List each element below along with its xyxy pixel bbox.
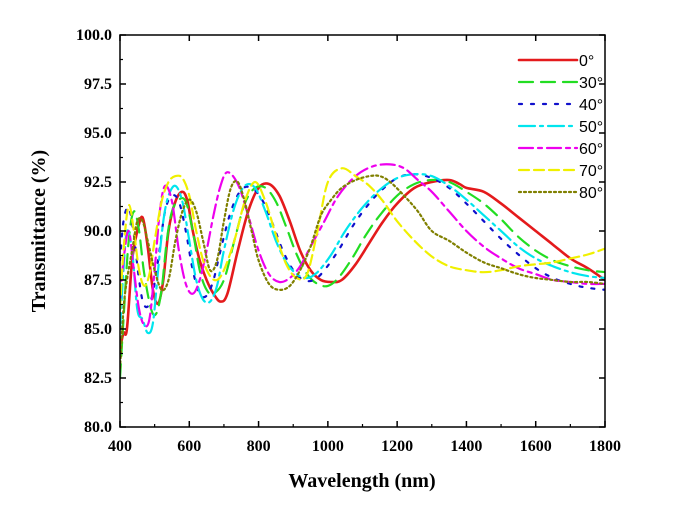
y-tick-label: 82.5	[84, 370, 112, 387]
x-tick-label: 1600	[520, 438, 552, 455]
series-line	[120, 174, 605, 370]
legend-label: 30°	[579, 75, 603, 92]
y-tick-label: 100.0	[76, 27, 112, 44]
series-line	[120, 167, 605, 311]
y-tick-label: 95.0	[84, 125, 112, 142]
legend-label: 80°	[579, 185, 603, 202]
legend-label: 40°	[579, 97, 603, 114]
axis-ticks	[119, 34, 606, 428]
y-tick-label: 80.0	[84, 419, 112, 436]
series-line	[120, 163, 605, 328]
legend-label: 50°	[579, 119, 603, 136]
x-tick-label: 400	[108, 438, 132, 455]
x-tick-label: 1800	[589, 438, 621, 455]
x-tick-label: 800	[247, 438, 271, 455]
y-tick-label: 87.5	[84, 272, 112, 289]
legend-label: 60°	[579, 141, 603, 158]
legend-label: 70°	[579, 163, 603, 180]
series-layer	[120, 163, 605, 380]
series-line	[120, 173, 605, 309]
series-line	[120, 172, 605, 335]
y-tick-label: 92.5	[84, 174, 112, 191]
y-axis-title: Transmittance (%)	[28, 150, 50, 312]
legend-label: 0°	[579, 53, 594, 70]
y-tick-label: 97.5	[84, 76, 112, 93]
x-tick-label: 1200	[381, 438, 413, 455]
x-tick-label: 1400	[450, 438, 482, 455]
x-tick-label: 1000	[312, 438, 344, 455]
series-line	[120, 178, 605, 380]
x-axis-title: Wavelength (nm)	[288, 470, 435, 492]
y-tick-label: 85.0	[84, 321, 112, 338]
legend: 0° 30° 40° 50° 60° 70° 80°	[517, 53, 603, 202]
x-tick-label: 600	[177, 438, 201, 455]
axis-tick-labels: 400 600 800 1000 1200 1400 1600 1800 80.0 82.5 85.…	[76, 27, 621, 455]
y-tick-label: 90.0	[84, 223, 112, 240]
series-line	[120, 178, 605, 350]
